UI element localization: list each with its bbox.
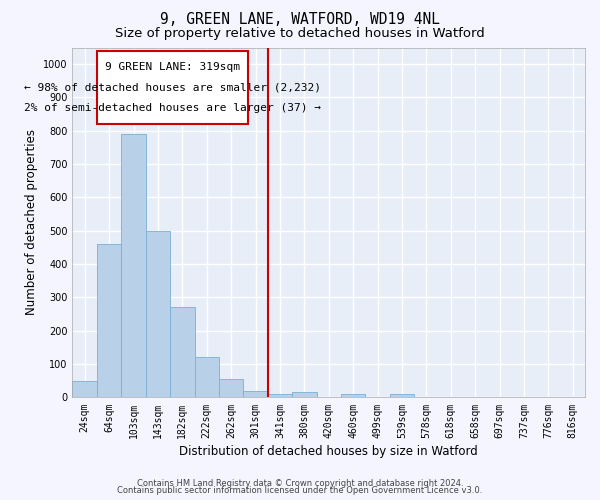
Bar	[146, 231, 170, 398]
Text: 9, GREEN LANE, WATFORD, WD19 4NL: 9, GREEN LANE, WATFORD, WD19 4NL	[160, 12, 440, 28]
Text: Contains public sector information licensed under the Open Government Licence v3: Contains public sector information licen…	[118, 486, 482, 495]
Bar	[121, 134, 146, 398]
Y-axis label: Number of detached properties: Number of detached properties	[25, 130, 38, 316]
Bar	[73, 381, 97, 398]
Text: 9 GREEN LANE: 319sqm: 9 GREEN LANE: 319sqm	[105, 62, 240, 72]
Bar	[194, 358, 219, 398]
Bar	[244, 391, 268, 398]
Text: Contains HM Land Registry data © Crown copyright and database right 2024.: Contains HM Land Registry data © Crown c…	[137, 478, 463, 488]
Bar	[390, 394, 414, 398]
Bar	[292, 392, 317, 398]
Text: ← 98% of detached houses are smaller (2,232): ← 98% of detached houses are smaller (2,…	[24, 82, 321, 92]
Text: Size of property relative to detached houses in Watford: Size of property relative to detached ho…	[115, 28, 485, 40]
Bar	[97, 244, 121, 398]
Bar	[97, 51, 248, 124]
Bar	[170, 308, 194, 398]
X-axis label: Distribution of detached houses by size in Watford: Distribution of detached houses by size …	[179, 444, 478, 458]
Bar	[341, 394, 365, 398]
Bar	[268, 394, 292, 398]
Text: 2% of semi-detached houses are larger (37) →: 2% of semi-detached houses are larger (3…	[24, 103, 321, 113]
Bar	[219, 379, 244, 398]
